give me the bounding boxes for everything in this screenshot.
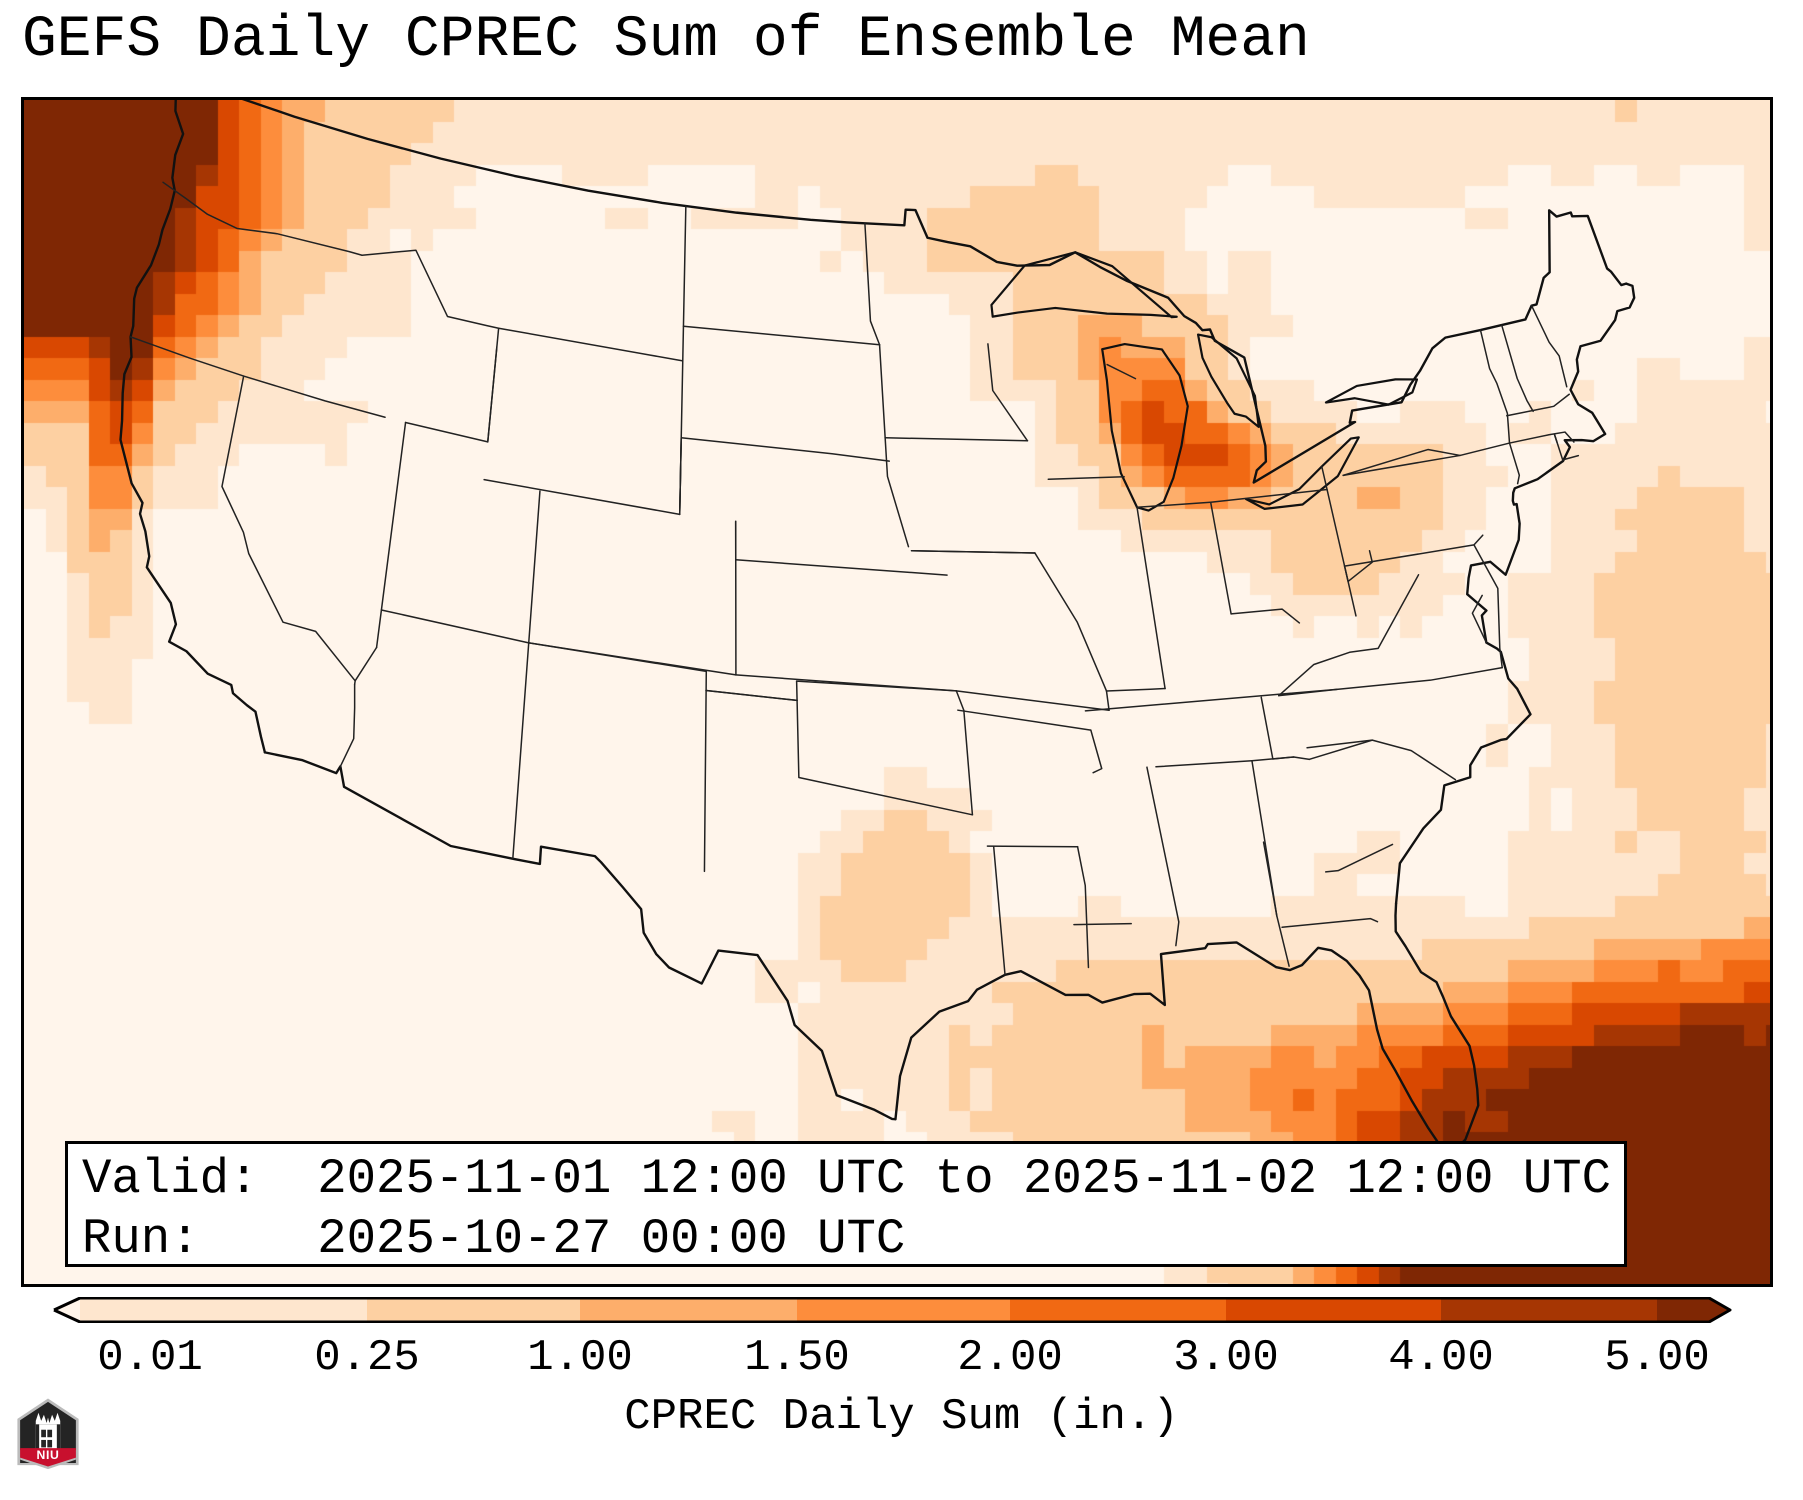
svg-text:NIU: NIU <box>36 1448 59 1462</box>
